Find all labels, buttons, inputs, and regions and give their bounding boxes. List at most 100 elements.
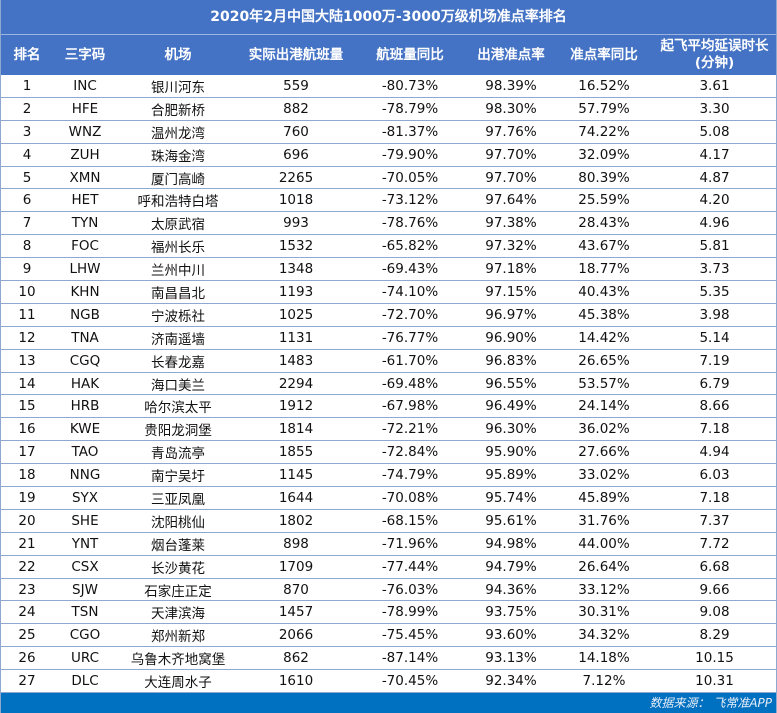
airport-cell: 兰州中川 [117,257,239,282]
delay-cell: 7.19 [653,349,776,373]
flights-yoy-cell: -74.79% [353,463,467,488]
table-row: 4 ZUH 珠海金湾 696 -79.90% 97.70% 32.09% 4.17 [1,143,776,167]
flights-yoy-cell: -73.12% [353,188,467,213]
table-row: 14 HAK 海口美兰 2294 -69.48% 96.55% 53.57% 6.79 [1,372,776,396]
rank-cell: 5 [1,166,53,190]
table-row: 1 INC 银川河东 559 -80.73% 98.39% 16.52% 3.61 [1,75,776,98]
ontime-yoy-cell: 26.65% [555,349,653,373]
code-cell: DLC [53,669,117,694]
code-cell: TYN [53,211,117,236]
code-cell: HFE [53,97,117,121]
delay-cell: 5.81 [653,234,776,259]
flights-cell: 1457 [239,600,353,625]
table-row: 24 TSN 天津滨海 1457 -78.99% 93.75% 30.31% 9.08 [1,600,776,625]
delay-cell: 10.31 [653,669,776,694]
delay-cell: 5.08 [653,120,776,144]
ontime-cell: 97.18% [467,257,555,282]
ontime-cell: 97.70% [467,143,555,167]
col-ontime: 出港准点率 [467,35,555,75]
ontime-yoy-cell: 7.12% [555,669,653,694]
col-flights-yoy: 航班量同比 [353,35,467,75]
rank-cell: 2 [1,97,53,121]
flights-yoy-cell: -69.43% [353,257,467,282]
code-cell: NGB [53,303,117,327]
table-body: 1 INC 银川河东 559 -80.73% 98.39% 16.52% 3.61 2 HFE 合肥… [1,75,776,694]
flights-yoy-cell: -72.21% [353,417,467,442]
flights-cell: 1483 [239,349,353,373]
table-row: 17 TAO 青岛流亭 1855 -72.84% 95.90% 27.66% 4.94 [1,440,776,465]
airport-cell: 乌鲁木齐地窝堡 [117,646,239,671]
code-cell: CGQ [53,349,117,373]
airport-cell: 南宁吴圩 [117,463,239,488]
code-cell: SHE [53,509,117,533]
flights-cell: 2294 [239,372,353,396]
ontime-yoy-cell: 32.09% [555,143,653,167]
airport-cell: 厦门高崎 [117,166,239,190]
delay-cell: 6.03 [653,463,776,488]
flights-cell: 1532 [239,234,353,259]
flights-cell: 1912 [239,394,353,419]
table-row: 18 NNG 南宁吴圩 1145 -74.79% 95.89% 33.02% 6.03 [1,463,776,488]
ontime-cell: 96.49% [467,394,555,419]
delay-cell: 7.18 [653,417,776,442]
ontime-yoy-cell: 33.02% [555,463,653,488]
col-ontime-yoy: 准点率同比 [555,35,653,75]
col-delay: 起飞平均延误时长 (分钟) [653,35,776,75]
table-row: 27 DLC 大连周水子 1610 -70.45% 92.34% 7.12% 10.31 [1,669,776,694]
ontime-cell: 97.76% [467,120,555,144]
airport-cell: 合肥新桥 [117,97,239,121]
airport-cell: 银川河东 [117,75,239,98]
table-row: 6 HET 呼和浩特白塔 1018 -73.12% 97.64% 25.59% 4.20 [1,188,776,213]
ontime-cell: 95.74% [467,486,555,510]
code-cell: TAO [53,440,117,465]
flights-yoy-cell: -67.98% [353,394,467,419]
flights-cell: 1644 [239,486,353,510]
ontime-cell: 94.36% [467,578,555,602]
delay-cell: 4.20 [653,188,776,213]
ontime-yoy-cell: 24.14% [555,394,653,419]
ontime-yoy-cell: 30.31% [555,600,653,625]
airport-cell: 郑州新郑 [117,623,239,648]
delay-cell: 7.72 [653,532,776,556]
rank-cell: 3 [1,120,53,144]
flights-yoy-cell: -70.45% [353,669,467,694]
table-row: 23 SJW 石家庄正定 870 -76.03% 94.36% 33.12% 9.66 [1,578,776,602]
flights-yoy-cell: -76.77% [353,326,467,350]
rank-cell: 26 [1,646,53,671]
flights-yoy-cell: -81.37% [353,120,467,144]
flights-yoy-cell: -61.70% [353,349,467,373]
ontime-cell: 93.75% [467,600,555,625]
flights-cell: 696 [239,143,353,167]
flights-yoy-cell: -78.79% [353,97,467,121]
rank-cell: 10 [1,280,53,304]
flights-cell: 862 [239,646,353,671]
rank-cell: 23 [1,578,53,602]
ontime-yoy-cell: 40.43% [555,280,653,304]
rank-cell: 14 [1,372,53,396]
table-row: 25 CGO 郑州新郑 2066 -75.45% 93.60% 34.32% 8.29 [1,623,776,648]
flights-yoy-cell: -71.96% [353,532,467,556]
rank-cell: 18 [1,463,53,488]
delay-cell: 5.14 [653,326,776,350]
ontime-yoy-cell: 25.59% [555,188,653,213]
airport-cell: 贵阳龙洞堡 [117,417,239,442]
code-cell: TSN [53,600,117,625]
code-cell: TNA [53,326,117,350]
delay-cell: 3.73 [653,257,776,282]
ontime-cell: 95.61% [467,509,555,533]
rank-cell: 9 [1,257,53,282]
ontime-yoy-cell: 43.67% [555,234,653,259]
ontime-cell: 97.70% [467,166,555,190]
rank-cell: 21 [1,532,53,556]
flights-cell: 1802 [239,509,353,533]
table-title: 2020年2月中国大陆1000万-3000万级机场准点率排名 [1,0,776,35]
rank-cell: 25 [1,623,53,648]
delay-cell: 8.66 [653,394,776,419]
ontime-cell: 98.30% [467,97,555,121]
table-row: 22 CSX 长沙黄花 1709 -77.44% 94.79% 26.64% 6.68 [1,555,776,579]
rank-cell: 22 [1,555,53,579]
rank-cell: 19 [1,486,53,510]
ontime-yoy-cell: 53.57% [555,372,653,396]
ontime-yoy-cell: 14.18% [555,646,653,671]
airport-cell: 大连周水子 [117,669,239,694]
